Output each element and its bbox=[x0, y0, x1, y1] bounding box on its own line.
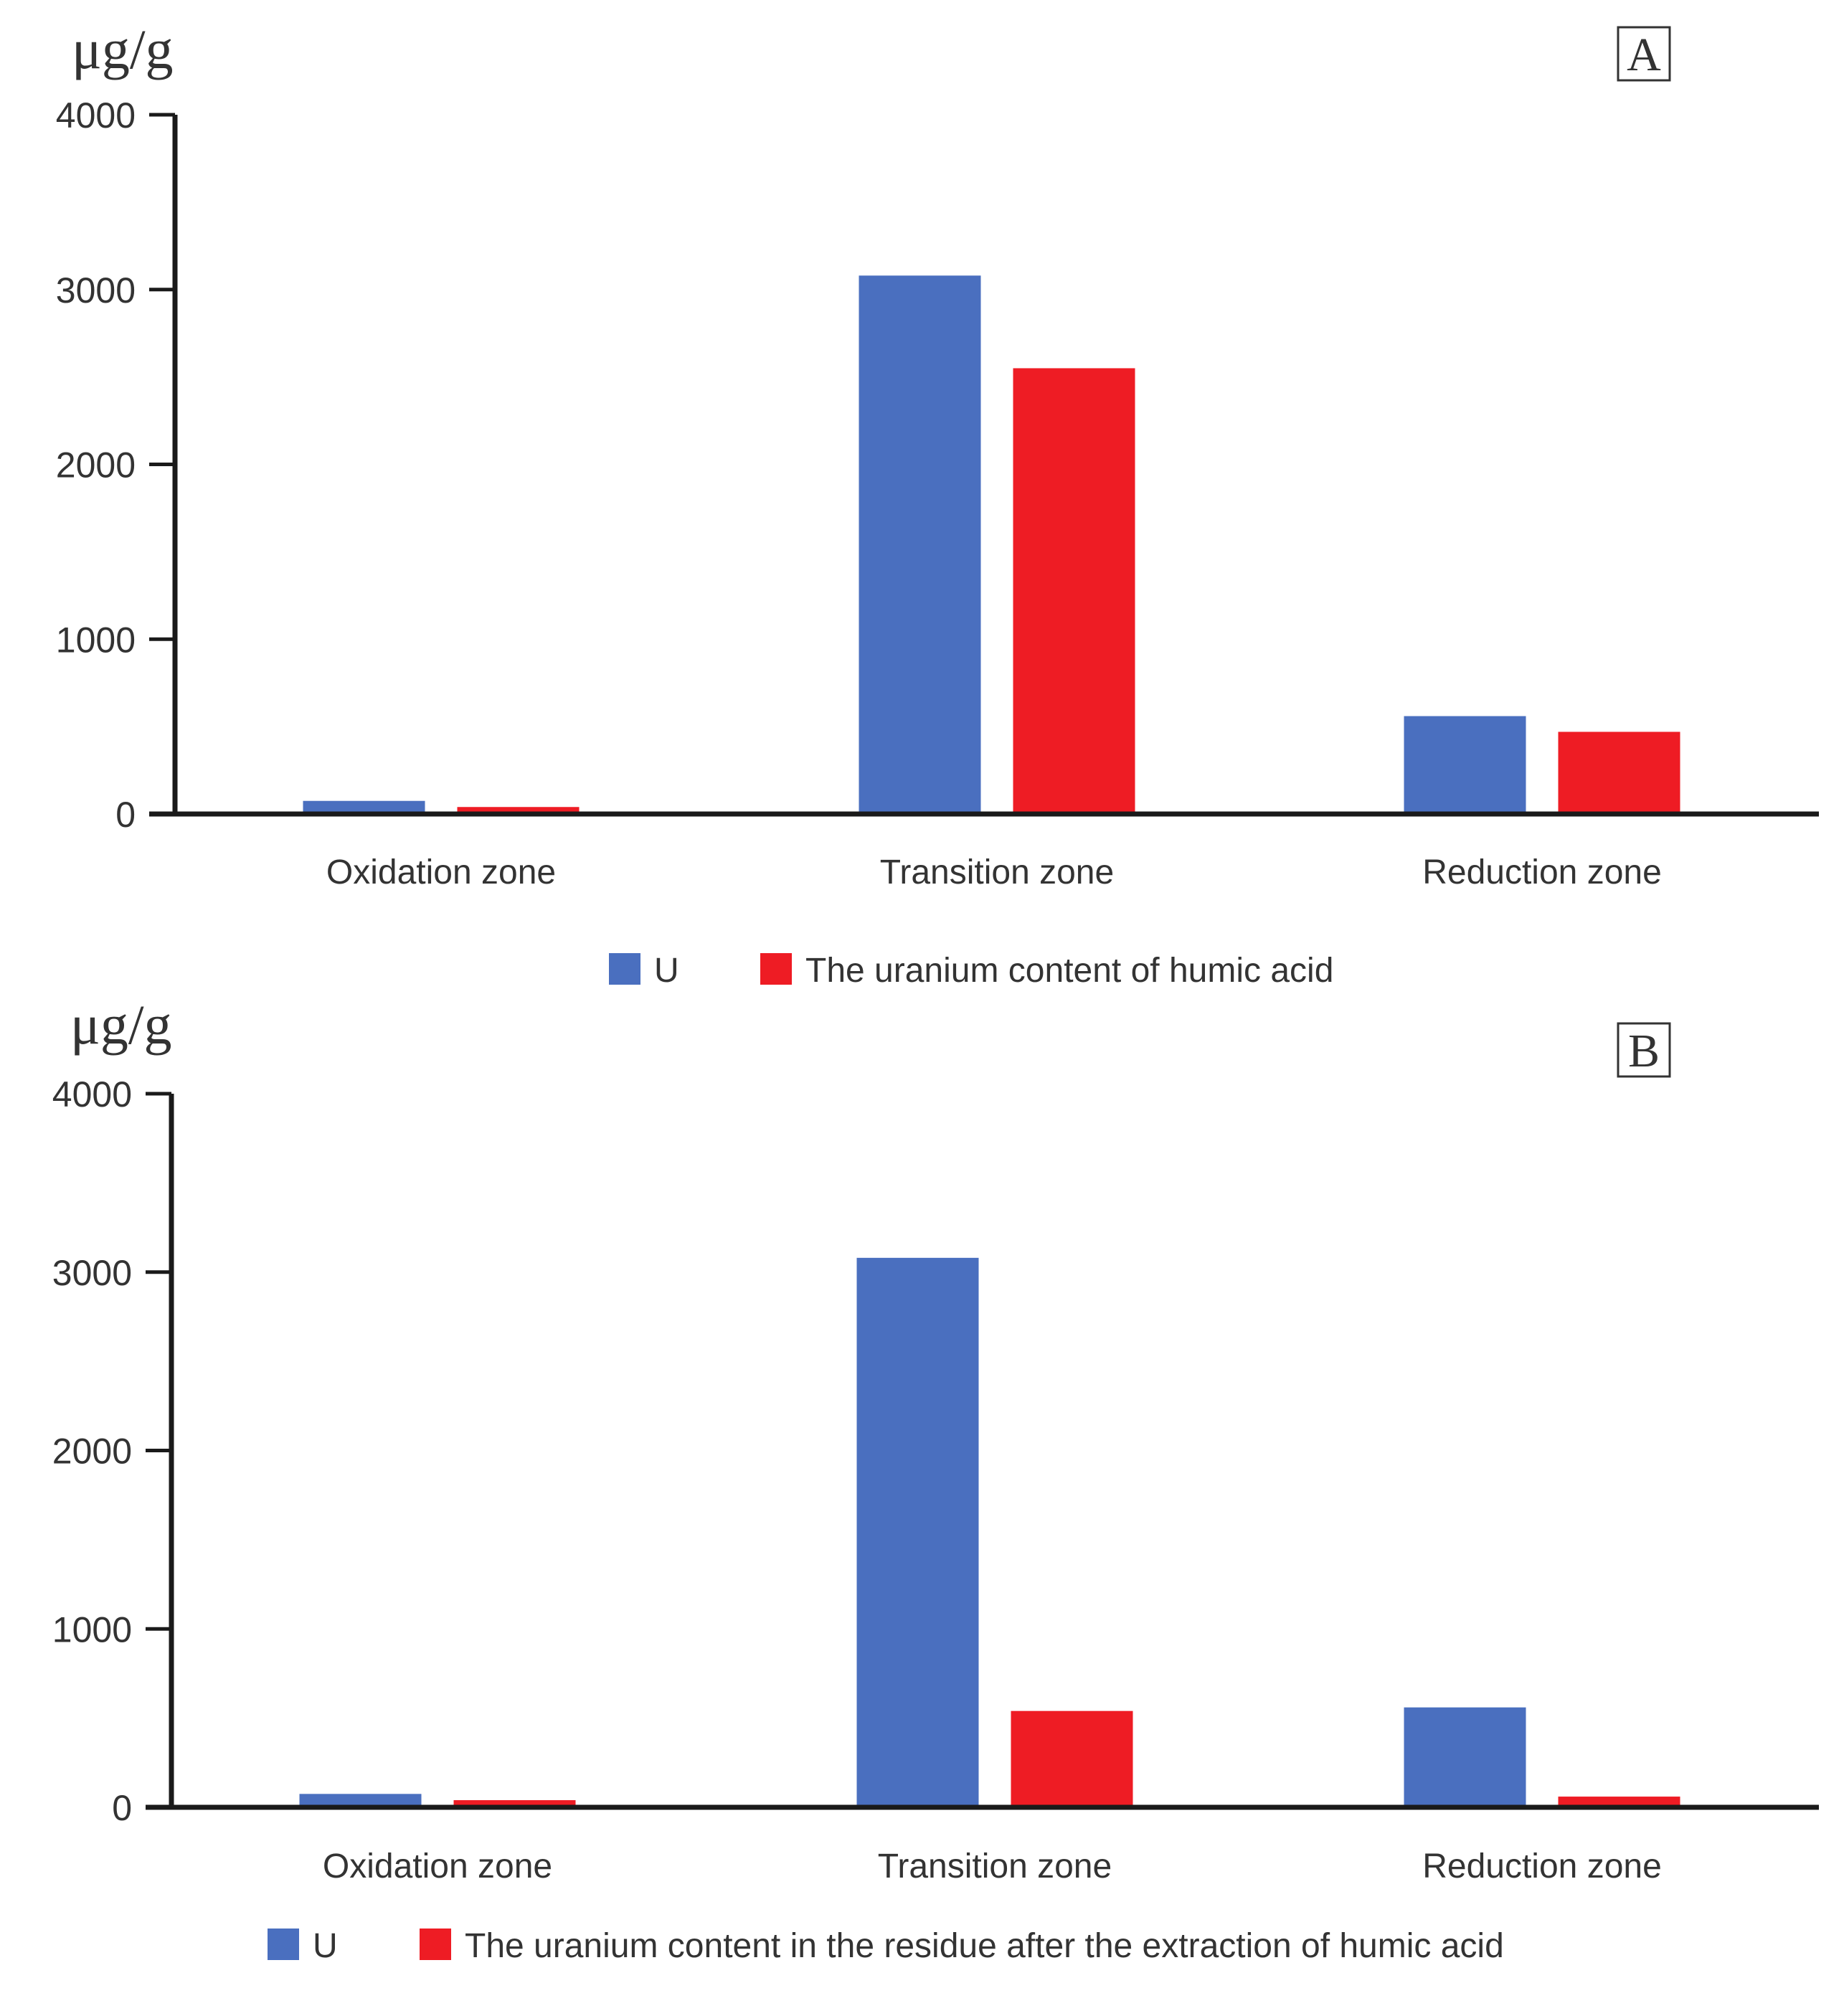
y-unit-label: μg/g bbox=[72, 18, 174, 80]
bar-red-series bbox=[1011, 1710, 1133, 1807]
bar-red-series bbox=[453, 1800, 576, 1807]
x-category-label: Reduction zone bbox=[1422, 853, 1662, 891]
y-tick-label: 0 bbox=[112, 1788, 132, 1828]
bar-red-series bbox=[1013, 368, 1135, 814]
panel-letter-box bbox=[1617, 1022, 1671, 1078]
y-tick-label: 4000 bbox=[52, 1074, 132, 1115]
legend-label: The uranium content in the residue after… bbox=[465, 1927, 1504, 1965]
y-tick-label: 0 bbox=[115, 795, 136, 835]
y-tick-label: 3000 bbox=[56, 270, 136, 311]
bar-red-series bbox=[1558, 732, 1680, 814]
y-unit-label: μg/g bbox=[70, 993, 172, 1056]
x-category-label: Oxidation zone bbox=[326, 853, 556, 891]
bar-u bbox=[303, 800, 425, 814]
bar-red-series bbox=[457, 807, 580, 814]
bar-u bbox=[859, 275, 981, 814]
panel-letter: A bbox=[1627, 29, 1661, 81]
y-tick-label: 1000 bbox=[52, 1609, 132, 1650]
y-tick-label: 2000 bbox=[56, 445, 136, 486]
bar-u bbox=[1404, 1707, 1526, 1807]
y-tick-label: 4000 bbox=[56, 95, 136, 136]
x-category-label: Oxidation zone bbox=[323, 1847, 552, 1885]
y-tick-label: 3000 bbox=[52, 1253, 132, 1293]
chart-panel-a: μg/g A 0 1000 2000 3000 4000 Oxidation zone Tran… bbox=[56, 18, 1819, 990]
legend-swatch bbox=[420, 1929, 451, 1960]
x-category-label: Transition zone bbox=[880, 853, 1114, 891]
bar-red-series bbox=[1558, 1797, 1680, 1807]
y-tick-label: 1000 bbox=[56, 620, 136, 660]
chart-panel-b: μg/g B 0 1000 2000 3000 4000 Oxidation zone Tran… bbox=[52, 993, 1819, 1965]
panel-letter-box bbox=[1617, 26, 1671, 82]
legend-label: U bbox=[654, 952, 679, 990]
x-category-label: Transition zone bbox=[878, 1847, 1112, 1885]
legend-label: The uranium content of humic acid bbox=[805, 952, 1333, 990]
bar-u bbox=[299, 1794, 422, 1807]
legend-swatch bbox=[609, 953, 640, 985]
legend-swatch bbox=[760, 953, 792, 985]
bar-u bbox=[856, 1257, 979, 1807]
panel-letter: B bbox=[1628, 1025, 1660, 1077]
x-category-label: Reduction zone bbox=[1422, 1847, 1662, 1885]
y-tick-label: 2000 bbox=[52, 1431, 132, 1472]
legend-swatch bbox=[268, 1929, 299, 1960]
bar-u bbox=[1404, 716, 1526, 814]
legend-label: U bbox=[313, 1927, 338, 1965]
